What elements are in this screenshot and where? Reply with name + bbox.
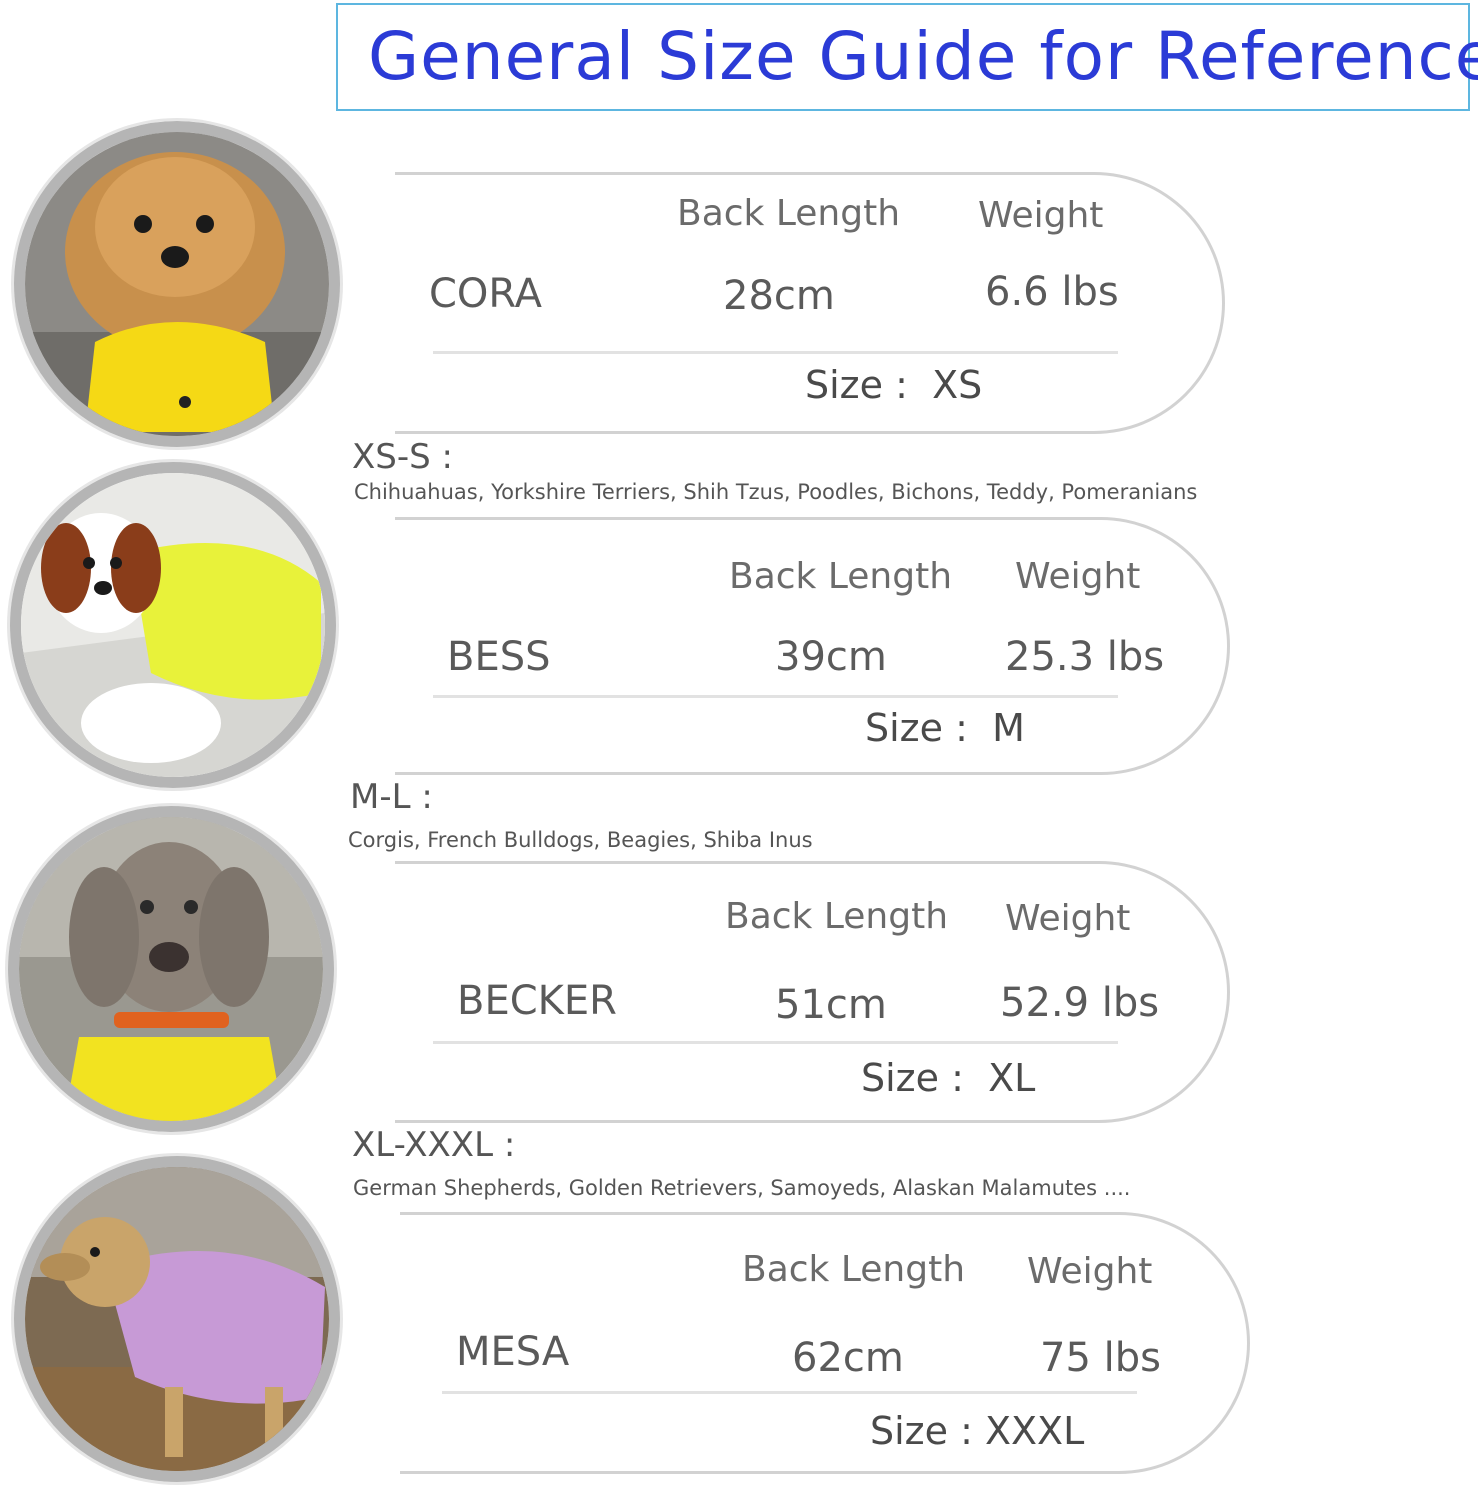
size-card-bess: Back Length Weight BESS 39cm 25.3 lbs Si…	[395, 517, 1230, 775]
dog-name: MESA	[456, 1329, 570, 1375]
group-label-m-l: M-L :	[350, 777, 433, 817]
back-length-header: Back Length	[742, 1249, 966, 1290]
weight-header: Weight	[978, 195, 1104, 236]
dog-photo-mesa	[14, 1156, 340, 1482]
weight-header: Weight	[1005, 898, 1131, 939]
dog-name: BECKER	[457, 978, 617, 1024]
group-label-xl-xxxl: XL-XXXL :	[352, 1125, 516, 1165]
divider	[433, 695, 1118, 698]
size-value: XS	[932, 363, 983, 407]
back-length-value: 51cm	[775, 982, 887, 1028]
size-prefix: Size :	[870, 1409, 973, 1453]
size-prefix: Size :	[861, 1056, 964, 1100]
group-label-xs-s: XS-S :	[352, 437, 453, 477]
dog-photo-bess	[10, 462, 336, 788]
size-label: Size : XXXL	[870, 1409, 1084, 1453]
size-label: Size : M	[865, 706, 1025, 750]
size-value: XXXL	[984, 1409, 1085, 1453]
size-label: Size : XS	[805, 363, 982, 407]
weight-header: Weight	[1027, 1251, 1153, 1292]
size-card-cora: Back Length Weight CORA 28cm 6.6 lbs Siz…	[395, 172, 1225, 434]
back-length-header: Back Length	[729, 556, 953, 597]
size-value: M	[992, 706, 1025, 750]
size-card-mesa: Back Length Weight MESA 62cm 75 lbs Size…	[400, 1212, 1250, 1474]
divider	[433, 351, 1118, 354]
weight-value: 6.6 lbs	[985, 269, 1119, 315]
group-breeds-xl-xxxl: German Shepherds, Golden Retrievers, Sam…	[353, 1176, 1131, 1200]
weight-value: 52.9 lbs	[1000, 980, 1160, 1026]
size-prefix: Size :	[865, 706, 968, 750]
divider	[433, 1041, 1118, 1044]
page-title: General Size Guide for Reference	[368, 18, 1478, 95]
back-length-header: Back Length	[725, 896, 949, 937]
back-length-header: Back Length	[677, 193, 901, 234]
dog-photo-cora	[14, 121, 340, 447]
weight-value: 75 lbs	[1040, 1335, 1161, 1381]
size-value: XL	[988, 1056, 1036, 1100]
group-breeds-xs-s: Chihuahuas, Yorkshire Terriers, Shih Tzu…	[354, 480, 1198, 504]
back-length-value: 39cm	[775, 634, 887, 680]
group-breeds-m-l: Corgis, French Bulldogs, Beagies, Shiba …	[348, 828, 813, 852]
back-length-value: 62cm	[792, 1335, 904, 1381]
size-prefix: Size :	[805, 363, 908, 407]
title-box: General Size Guide for Reference	[336, 3, 1478, 111]
size-card-becker: Back Length Weight BECKER 51cm 52.9 lbs …	[395, 861, 1230, 1123]
dog-name: BESS	[447, 634, 551, 680]
dog-photo-becker	[8, 806, 334, 1132]
dog-name: CORA	[429, 271, 542, 317]
size-label: Size : XL	[861, 1056, 1035, 1100]
weight-value: 25.3 lbs	[1005, 634, 1165, 680]
weight-header: Weight	[1015, 556, 1141, 597]
back-length-value: 28cm	[723, 273, 835, 319]
divider	[442, 1391, 1137, 1394]
